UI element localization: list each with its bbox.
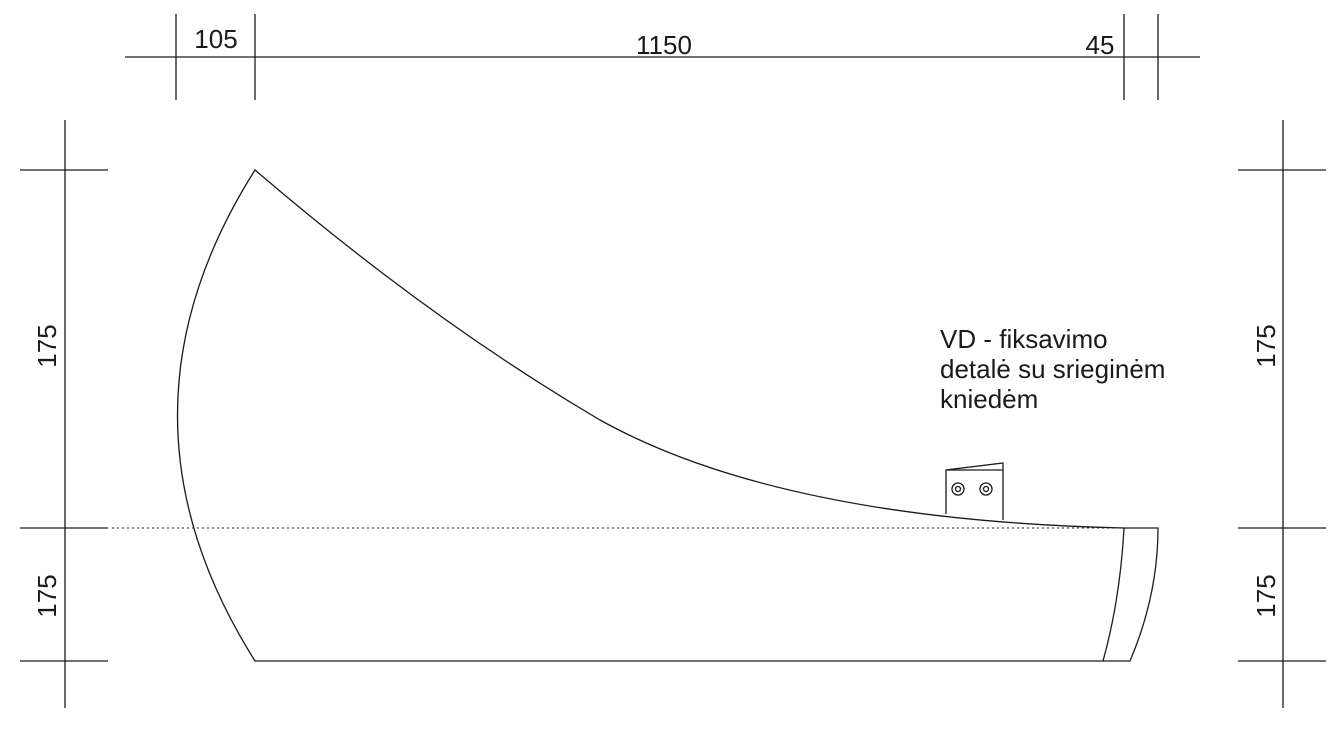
profile-end-inner-curve: [1102, 527, 1125, 662]
dimension-label-left-upper: 175: [32, 324, 62, 367]
fixing-detail: [945, 462, 1004, 520]
dimension-label-45: 45: [1086, 30, 1115, 60]
dimension-label-105: 105: [194, 24, 237, 54]
fixing-detail-note: VD - fiksavimo detalė su srieginėm knied…: [940, 324, 1173, 414]
note-line-1: VD - fiksavimo: [940, 324, 1108, 354]
note-line-3: kniedėm: [940, 384, 1038, 414]
dimension-label-right-upper: 175: [1251, 324, 1281, 367]
fixing-bracket: [945, 462, 1004, 520]
dimension-label-1150: 1150: [636, 30, 692, 60]
left-dimension-chain: 175 175: [20, 120, 108, 708]
profile-outline: [176, 169, 1159, 662]
rivet-left-icon: [951, 482, 965, 496]
note-line-2: detalė su srieginėm: [940, 354, 1165, 384]
profile-shape: [176, 169, 1159, 662]
top-dimension-chain: 105 1150 45: [125, 14, 1200, 100]
dimension-label-left-lower: 175: [32, 574, 62, 617]
right-dimension-chain: 175 175: [1238, 120, 1326, 708]
dimension-label-right-lower: 175: [1251, 574, 1281, 617]
rivet-right-icon: [979, 482, 993, 496]
rivet-left-inner-icon: [954, 485, 962, 493]
rivet-right-inner-icon: [982, 485, 990, 493]
